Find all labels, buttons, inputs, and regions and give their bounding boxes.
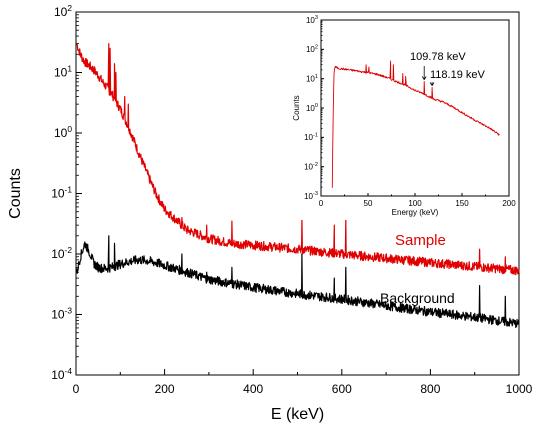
x-tick-label: 800 — [420, 382, 440, 396]
y-tick-label: 10-2 — [51, 245, 72, 261]
annotation-arrowhead — [429, 82, 435, 87]
annotation-arrowhead — [421, 76, 427, 81]
legend-background-label: Background — [380, 290, 455, 306]
y-tick-label: 102 — [306, 45, 318, 55]
inset-series-group — [331, 60, 500, 188]
y-tick-label: 10-4 — [51, 366, 72, 382]
y-tick-label: 100 — [54, 124, 72, 140]
x-tick-label: 50 — [364, 199, 373, 208]
x-tick-label: 0 — [73, 382, 80, 396]
x-tick-label: 200 — [155, 382, 175, 396]
main-x-axis-label: E (keV) — [271, 406, 324, 423]
inset-annotation-arrows — [421, 66, 435, 87]
x-tick-label: 1000 — [506, 382, 533, 396]
main-series-group — [76, 43, 520, 329]
y-tick-label: 10-2 — [304, 162, 318, 172]
series-line-sample — [76, 43, 520, 276]
inset-annotation-109: 109.78 keV — [410, 51, 466, 63]
x-tick-label: 400 — [243, 382, 263, 396]
inset-y-axis-label: Counts — [292, 95, 301, 120]
legend-sample-label: Sample — [395, 232, 446, 249]
main-y-axis-label: Counts — [7, 168, 24, 219]
y-tick-label: 10-1 — [304, 133, 318, 143]
series-line-background — [76, 235, 520, 329]
y-tick-label: 10-3 — [51, 305, 72, 321]
inset-background — [286, 14, 514, 220]
y-tick-label: 102 — [54, 3, 72, 19]
y-tick-label: 101 — [54, 63, 72, 79]
x-tick-label: 100 — [408, 199, 422, 208]
main-x-axis: 0 200 400 600 800 1000 — [73, 369, 533, 396]
x-tick-label: 150 — [455, 199, 469, 208]
x-tick-label: 600 — [332, 382, 352, 396]
y-tick-label: 10-1 — [51, 184, 72, 200]
y-tick-label: 101 — [306, 74, 318, 84]
inset-annotation-118: 118.19 keV — [430, 69, 486, 81]
x-tick-label: 0 — [319, 199, 324, 208]
main-chart: 0 200 400 600 800 1000 10-410-310-210-1100101… — [7, 3, 533, 423]
y-tick-label: 100 — [306, 103, 318, 113]
inset-chart: 0 50 100 150 200 10-3 10-2 10-1 100 101 102 103 En… — [286, 14, 516, 220]
series-line — [331, 60, 500, 188]
y-tick-label: 10-3 — [304, 191, 318, 201]
x-tick-label: 200 — [502, 199, 516, 208]
inset-y-axis: 10-3 10-2 10-1 100 101 102 103 — [304, 15, 324, 201]
y-tick-label: 103 — [306, 15, 318, 25]
main-y-axis: 10-4 10-3 10-2 10-1 100 101 102 — [51, 3, 82, 382]
inset-x-axis-label: Energy (keV) — [392, 208, 439, 217]
inset-x-axis: 0 50 100 150 200 — [319, 193, 516, 208]
